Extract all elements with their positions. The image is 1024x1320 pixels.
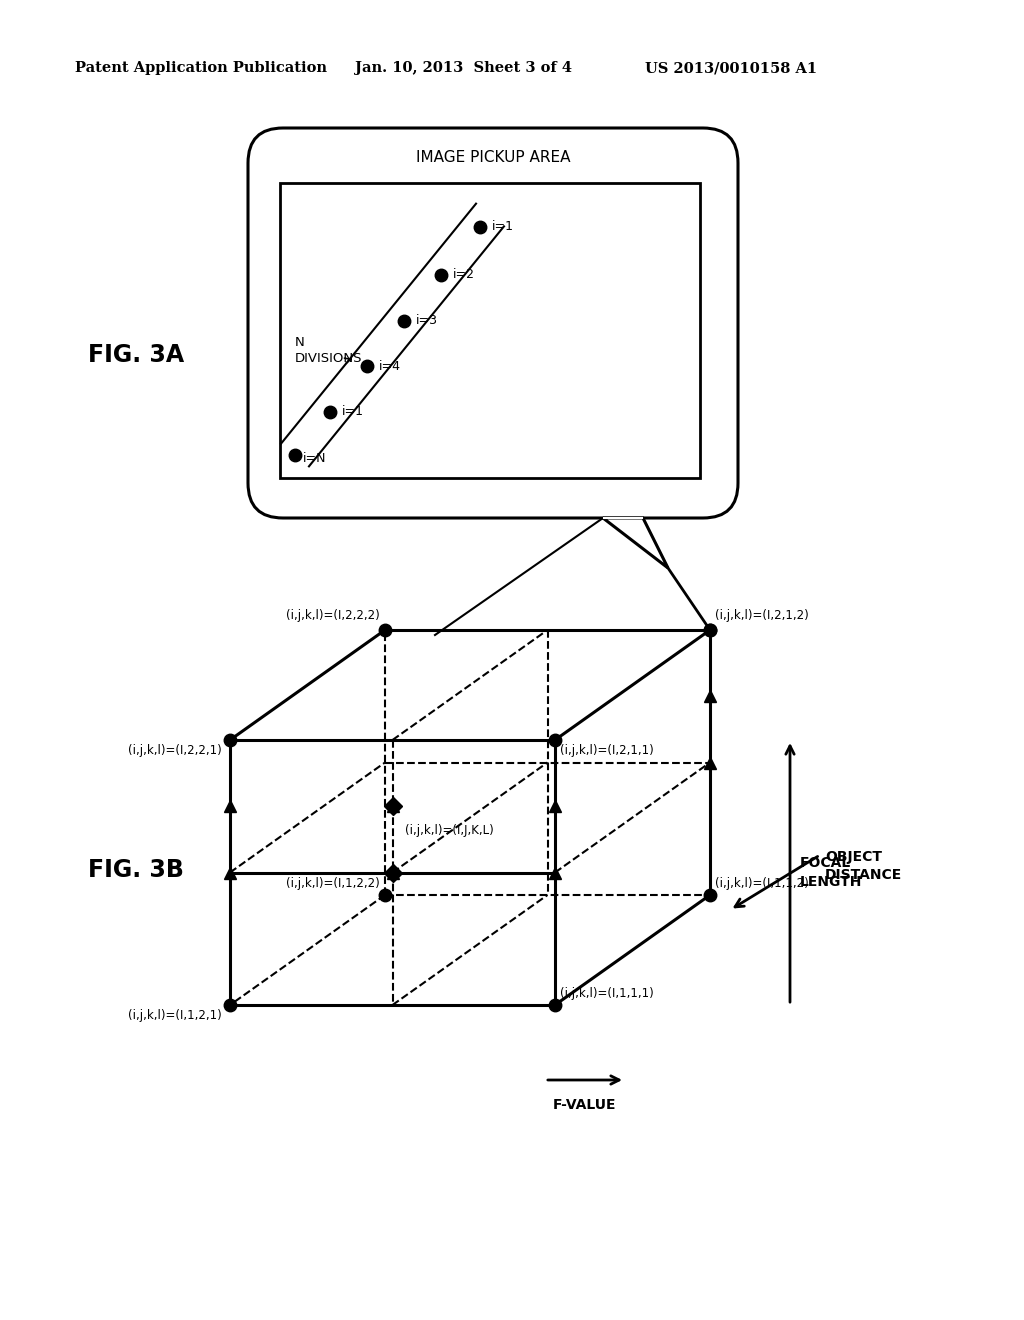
Text: i=2: i=2 — [454, 268, 475, 281]
Text: (i,j,k,l)=(I,1,2,1): (i,j,k,l)=(I,1,2,1) — [128, 1008, 222, 1022]
Text: (i,j,k,l)=(I,2,2,2): (i,j,k,l)=(I,2,2,2) — [287, 609, 380, 622]
Text: (i,j,k,l)=(I,1,2,2): (i,j,k,l)=(I,1,2,2) — [287, 876, 380, 890]
Text: i=1: i=1 — [342, 405, 365, 418]
Text: IMAGE PICKUP AREA: IMAGE PICKUP AREA — [416, 150, 570, 165]
Text: (i,j,k,l)=(I,1,1,1): (i,j,k,l)=(I,1,1,1) — [560, 987, 653, 1001]
Text: i=3: i=3 — [416, 314, 438, 327]
Text: OBJECT
DISTANCE: OBJECT DISTANCE — [825, 850, 902, 882]
Text: (i,j,k,l)=(I,2,2,1): (i,j,k,l)=(I,2,2,1) — [128, 744, 222, 756]
Text: Patent Application Publication: Patent Application Publication — [75, 61, 327, 75]
Text: (i,j,k,l)=(I,1,1,2): (i,j,k,l)=(I,1,1,2) — [715, 876, 809, 890]
Text: F-VALUE: F-VALUE — [553, 1098, 616, 1111]
Text: FIG. 3B: FIG. 3B — [88, 858, 184, 882]
Text: i=4: i=4 — [379, 360, 401, 372]
Polygon shape — [603, 517, 668, 568]
Text: (i,j,k,l)=(I,2,1,1): (i,j,k,l)=(I,2,1,1) — [560, 744, 653, 756]
FancyBboxPatch shape — [248, 128, 738, 517]
Bar — [280, 183, 700, 478]
Text: (i,j,k,l)=(I,J,K,L): (i,j,k,l)=(I,J,K,L) — [404, 824, 494, 837]
Text: i=1: i=1 — [493, 220, 514, 234]
Text: US 2013/0010158 A1: US 2013/0010158 A1 — [645, 61, 817, 75]
Text: FOCAL
LENGTH: FOCAL LENGTH — [800, 857, 862, 888]
Text: FIG. 3A: FIG. 3A — [88, 343, 184, 367]
Text: i=N: i=N — [303, 451, 327, 465]
Text: N
DIVISIONS: N DIVISIONS — [295, 335, 362, 364]
Text: (i,j,k,l)=(I,2,1,2): (i,j,k,l)=(I,2,1,2) — [715, 609, 809, 622]
Text: Jan. 10, 2013  Sheet 3 of 4: Jan. 10, 2013 Sheet 3 of 4 — [355, 61, 572, 75]
